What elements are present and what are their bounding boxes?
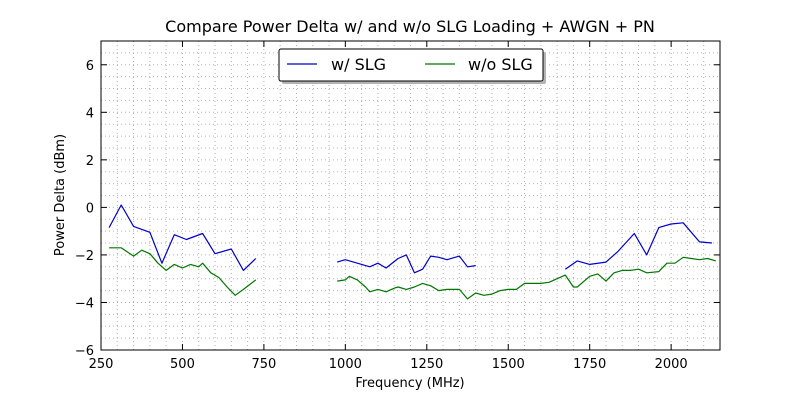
axis-ticks: 250 500 750 1000 1250 1500 1750 2000 −6 −4 −2 0 2 4 6 (75, 41, 720, 372)
series-line-segment (337, 254, 476, 274)
legend-label-wo-slg: w/o SLG (468, 55, 533, 74)
x-axis-title: Frequency (MHz) (355, 376, 464, 391)
y-tick-label: 6 (86, 59, 94, 74)
y-tick-label: −4 (75, 296, 94, 311)
y-tick-label: 4 (86, 106, 94, 121)
plot-area (101, 41, 720, 350)
x-tick-label: 1000 (329, 357, 362, 372)
series-line-segment (109, 247, 257, 296)
series-wo-slg (109, 247, 716, 300)
x-tick-label: 250 (89, 357, 114, 372)
y-tick-label: −2 (75, 249, 94, 264)
y-tick-label: 0 (86, 201, 94, 216)
series-layer (108, 204, 716, 300)
x-tick-label: 1250 (410, 357, 443, 372)
legend: w/ SLG w/o SLG (278, 48, 546, 84)
legend-box (278, 48, 544, 82)
x-tick-label: 2000 (655, 357, 688, 372)
series-line-segment (564, 222, 712, 270)
y-tick-label: −6 (75, 344, 94, 359)
y-tick-label: 2 (86, 154, 94, 169)
chart-title: Compare Power Delta w/ and w/o SLG Loadi… (165, 17, 655, 36)
x-tick-label: 750 (251, 357, 276, 372)
series-line-segment (108, 204, 257, 271)
x-tick-label: 500 (170, 357, 195, 372)
series-line-segment (337, 256, 716, 300)
x-tick-label: 1500 (492, 357, 525, 372)
plot-frame (100, 40, 721, 351)
x-tick-label: 1750 (573, 357, 606, 372)
y-axis-title: Power Delta (dBm) (53, 134, 68, 256)
legend-label-w-slg: w/ SLG (331, 55, 386, 74)
series-w-slg (108, 204, 712, 274)
